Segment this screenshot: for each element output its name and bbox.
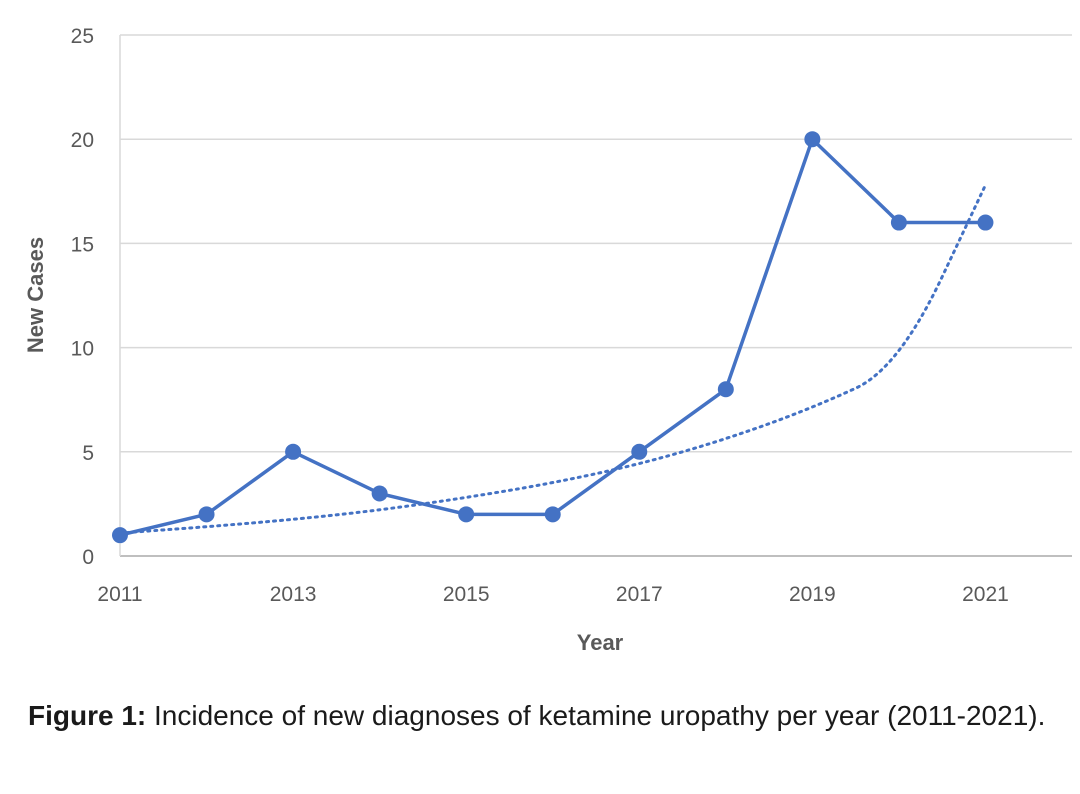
x-tick-label: 2013 [270,583,317,606]
line-chart: 0 5 10 15 20 25 2011 2013 2015 2017 2019 2021 Year… [23,25,1072,655]
y-axis-title: New Cases [23,237,48,353]
data-point [631,443,648,460]
caption-text: Incidence of new diagnoses of ketamine u… [146,700,1046,731]
y-tick-label: 10 [71,338,94,361]
x-tick-label: 2011 [97,583,142,606]
x-tick-label: 2019 [789,583,836,606]
y-tick-labels: 0 5 10 15 20 25 [71,25,94,569]
data-point [890,214,907,231]
x-tick-labels: 2011 2013 2015 2017 2019 2021 [97,583,1008,606]
gridlines [119,34,1072,557]
y-tick-label: 15 [71,233,94,256]
figure-caption: Figure 1: Incidence of new diagnoses of … [28,697,1058,735]
x-axis-title: Year [577,630,624,655]
data-point [285,443,302,460]
trendline [118,183,987,535]
y-tick-label: 0 [82,546,94,569]
data-point [371,485,388,502]
y-tick-label: 5 [82,442,94,465]
data-point [544,506,561,523]
y-tick-label: 20 [71,129,94,152]
caption-label: Figure 1: [28,700,147,731]
series-line [119,137,986,537]
data-point [977,214,994,231]
data-point [198,506,215,523]
data-point [112,527,128,544]
x-tick-label: 2021 [962,583,1009,606]
y-tick-label: 25 [71,25,94,48]
series-new-cases [112,131,994,544]
data-point [717,381,734,398]
data-point [458,506,475,523]
data-point [804,131,821,148]
trendline-path [118,183,987,535]
x-tick-label: 2017 [616,583,663,606]
x-tick-label: 2015 [443,583,490,606]
